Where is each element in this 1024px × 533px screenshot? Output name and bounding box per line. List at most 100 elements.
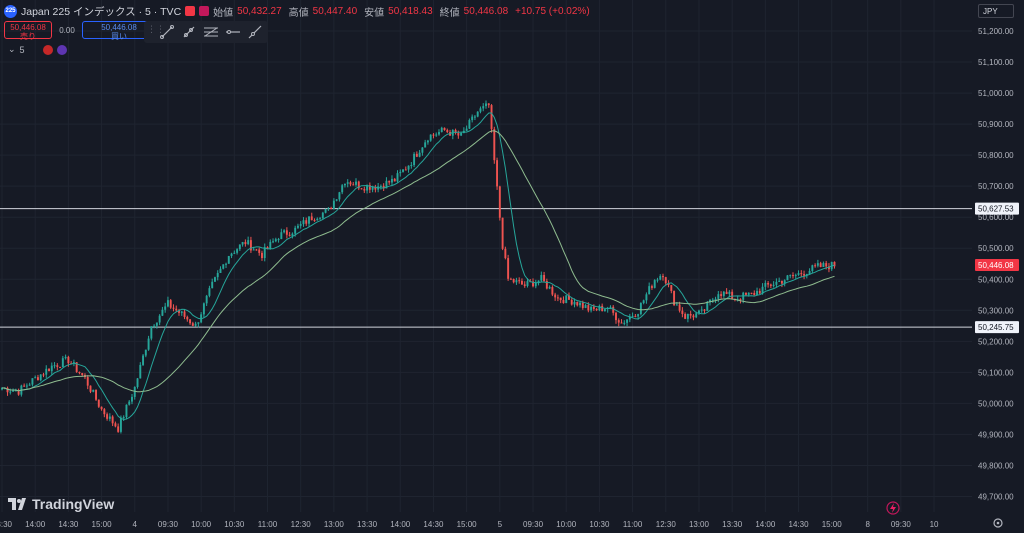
candle-14 [39, 374, 42, 382]
candle-234 [648, 282, 651, 295]
x-tick-label-8: 11:00 [258, 520, 278, 529]
horizontal-line-icon[interactable] [225, 24, 241, 40]
candle-70 [194, 321, 197, 327]
candle-174 [482, 103, 485, 112]
time-axis-bg [0, 512, 1024, 533]
candle-131 [363, 186, 366, 193]
candle-185 [512, 278, 515, 284]
candle-42 [117, 423, 120, 433]
x-tick-label-25: 15:00 [822, 520, 843, 529]
candle-9 [25, 383, 28, 389]
candle-121 [335, 199, 338, 202]
candle-237 [656, 277, 659, 283]
candle-238 [659, 274, 662, 281]
candle-23 [64, 354, 67, 360]
time-axis[interactable]: 13:30 14:00 14:30 15:00 4 09:30 10:00 10:30 11:0… [0, 501, 1024, 533]
settings-gear-icon[interactable] [993, 518, 1003, 528]
candle-76 [211, 278, 214, 289]
candle-231 [639, 302, 642, 316]
candle-293 [811, 264, 814, 274]
x-tick-label-14: 15:00 [457, 520, 478, 529]
candle-137 [379, 184, 382, 190]
candle-287 [794, 273, 797, 280]
y-tick-label-0: 49,700.00 [978, 492, 1014, 501]
y-tick-label-12: 50,900.00 [978, 120, 1014, 129]
market-status-icon[interactable] [199, 6, 210, 16]
candle-181 [501, 217, 504, 251]
candle-19 [53, 362, 56, 369]
candle-220 [609, 305, 612, 309]
tradingview-logo[interactable]: TradingView [8, 496, 114, 512]
candle-28 [78, 371, 81, 375]
hline-price-label-1: 50,245.75 [978, 323, 1014, 332]
y-tick-label-6: 50,300.00 [978, 306, 1014, 315]
trend-line-icon[interactable] [159, 24, 175, 40]
candle-13 [36, 374, 39, 381]
ray-line-icon[interactable] [181, 24, 197, 40]
candle-216 [598, 304, 601, 312]
candle-183 [507, 254, 510, 281]
candle-163 [451, 129, 454, 140]
flag-icon[interactable] [185, 6, 196, 16]
candle-84 [233, 250, 236, 255]
symbol-title[interactable]: Japan 225 インデックス · 5 · TVC [21, 5, 182, 18]
candle-144 [399, 169, 402, 177]
x-tick-label-18: 10:30 [589, 520, 610, 529]
sell-label: 売り [20, 32, 36, 41]
x-tick-label-4: 4 [133, 520, 138, 529]
candle-66 [183, 309, 186, 320]
candle-214 [592, 304, 595, 311]
candle-226 [626, 319, 629, 327]
candle-83 [230, 252, 233, 259]
candle-35 [97, 399, 100, 408]
candle-206 [570, 298, 573, 306]
candle-77 [213, 276, 216, 282]
candle-75 [208, 285, 211, 298]
candle-74 [205, 294, 208, 307]
drawing-toolbar: ⋮⋮ [144, 21, 268, 43]
candle-227 [628, 313, 631, 323]
candle-218 [603, 308, 606, 312]
candle-257 [711, 297, 714, 303]
candle-99 [274, 237, 277, 243]
candle-254 [703, 308, 706, 314]
alert-icon[interactable] [42, 44, 53, 55]
candle-279 [772, 281, 775, 288]
candle-54 [150, 326, 153, 341]
ma-slow-line [1, 130, 835, 393]
candle-274 [758, 288, 761, 295]
candle-119 [330, 206, 333, 210]
extended-line-icon[interactable] [247, 24, 263, 40]
candle-50 [139, 362, 142, 379]
horizontal-lines[interactable] [0, 208, 972, 328]
drag-handle-icon[interactable]: ⋮⋮ [147, 24, 165, 34]
candle-276 [764, 280, 767, 291]
candle-266 [736, 296, 739, 302]
candle-280 [775, 278, 778, 288]
candle-45 [125, 404, 128, 419]
candle-78 [216, 270, 219, 281]
sell-button[interactable]: 50,446.08 売り [4, 21, 52, 41]
price-axis[interactable]: 49,700.00 49,800.00 49,900.00 50,000.00 50,1… [972, 0, 1024, 533]
candle-103 [285, 227, 288, 239]
candle-31 [86, 375, 89, 390]
x-tick-label-15: 5 [498, 520, 503, 529]
candle-239 [662, 273, 664, 281]
candle-233 [645, 292, 648, 304]
currency-selector[interactable]: JPY [978, 4, 1014, 18]
spread-value: 0.00 [59, 25, 75, 35]
candle-140 [388, 180, 391, 185]
candle-61 [169, 299, 172, 310]
candle-221 [612, 305, 615, 316]
lightning-icon[interactable] [886, 501, 900, 515]
candle-272 [753, 290, 756, 296]
candle-20 [56, 363, 59, 371]
chevron-down-icon[interactable]: ⌄ [8, 44, 16, 54]
candle-173 [479, 106, 482, 114]
candle-246 [681, 307, 684, 318]
candle-38 [106, 412, 109, 421]
chart-grid [0, 0, 972, 512]
fib-retracement-icon[interactable] [203, 24, 219, 40]
event-icon[interactable] [56, 44, 67, 55]
